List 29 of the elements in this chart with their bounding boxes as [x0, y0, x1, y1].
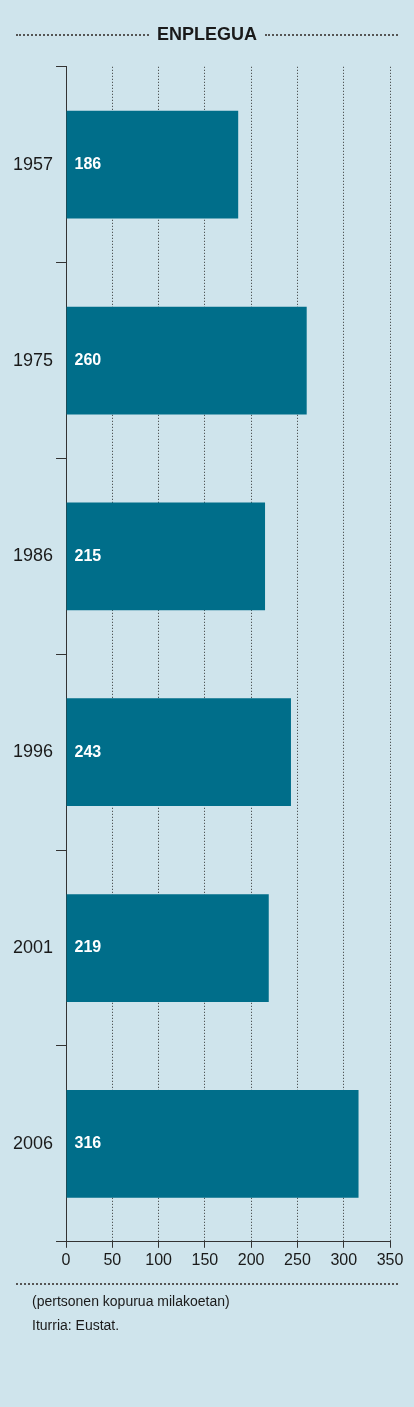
x-tick-label: 50 — [103, 1250, 122, 1268]
y-tick-label: 1957 — [13, 153, 54, 174]
data-label: 219 — [74, 938, 102, 956]
bar — [66, 698, 291, 807]
chart-title: ENPLEGUA — [157, 24, 258, 45]
bar — [66, 1090, 359, 1198]
x-tick-label: 300 — [330, 1250, 358, 1268]
y-tick-label: 1996 — [13, 741, 54, 762]
y-tick-label: 1975 — [13, 349, 54, 370]
x-tick-label: 250 — [284, 1250, 311, 1268]
x-tick-label: 100 — [145, 1250, 173, 1268]
y-tick-label: 2006 — [13, 1132, 54, 1153]
text: (pertsonen kopurua milakoetan) — [31, 1292, 231, 1311]
bar — [66, 110, 239, 219]
bar — [66, 502, 266, 611]
bar — [66, 306, 307, 415]
x-tick-label: 0 — [61, 1250, 71, 1268]
y-tick-label: 2001 — [13, 937, 54, 958]
data-label: 260 — [74, 350, 102, 368]
x-tick-label: 350 — [376, 1250, 404, 1268]
data-label: 215 — [74, 546, 102, 564]
data-label: 316 — [74, 1134, 102, 1152]
text: Iturria: Eustat. — [31, 1316, 121, 1335]
bar — [66, 894, 269, 1002]
x-tick-label: 200 — [237, 1250, 265, 1268]
x-tick-label: 150 — [191, 1250, 219, 1268]
data-label: 186 — [74, 155, 102, 173]
data-label: 243 — [74, 742, 102, 760]
y-tick-label: 1986 — [13, 545, 54, 566]
